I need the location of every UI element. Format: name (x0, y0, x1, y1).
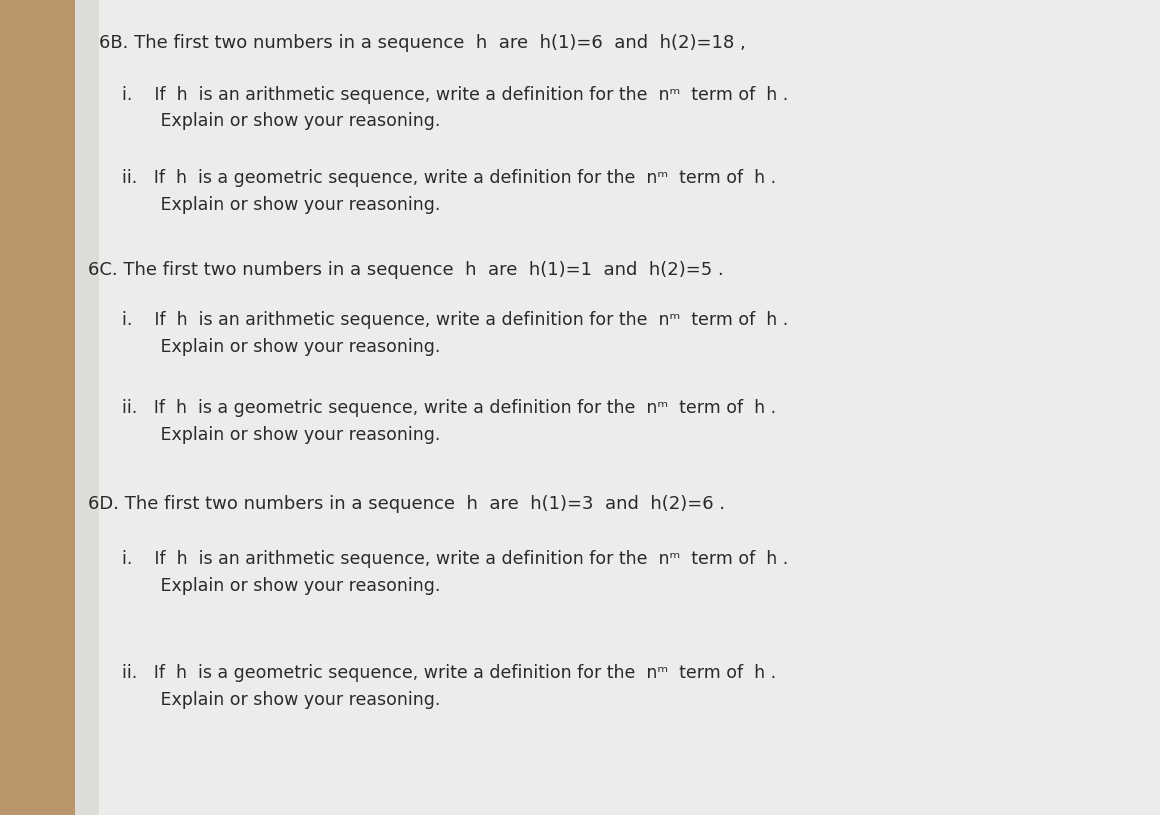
Text: Explain or show your reasoning.: Explain or show your reasoning. (122, 338, 440, 356)
Text: 6C. The first two numbers in a sequence  h  are  h(1)=1  and  h(2)=5 .: 6C. The first two numbers in a sequence … (88, 261, 724, 279)
Text: 6B. The first two numbers in a sequence  h  are  h(1)=6  and  h(2)=18 ,: 6B. The first two numbers in a sequence … (99, 34, 746, 52)
Text: Explain or show your reasoning.: Explain or show your reasoning. (122, 196, 440, 214)
Text: Explain or show your reasoning.: Explain or show your reasoning. (122, 112, 440, 130)
Text: i.    If  h  is an arithmetic sequence, write a definition for the  nᵐ  term of : i. If h is an arithmetic sequence, write… (122, 311, 788, 329)
FancyBboxPatch shape (75, 0, 99, 815)
Text: i.    If  h  is an arithmetic sequence, write a definition for the  nᵐ  term of : i. If h is an arithmetic sequence, write… (122, 550, 788, 568)
FancyBboxPatch shape (75, 0, 1160, 815)
Text: Explain or show your reasoning.: Explain or show your reasoning. (122, 691, 440, 709)
Text: ii.   If  h  is a geometric sequence, write a definition for the  nᵐ  term of  h: ii. If h is a geometric sequence, write … (122, 399, 776, 417)
Text: ii.   If  h  is a geometric sequence, write a definition for the  nᵐ  term of  h: ii. If h is a geometric sequence, write … (122, 169, 776, 187)
Text: Explain or show your reasoning.: Explain or show your reasoning. (122, 426, 440, 444)
Text: i.    If  h  is an arithmetic sequence, write a definition for the  nᵐ  term of : i. If h is an arithmetic sequence, write… (122, 86, 788, 104)
Text: Explain or show your reasoning.: Explain or show your reasoning. (122, 577, 440, 595)
Text: ii.   If  h  is a geometric sequence, write a definition for the  nᵐ  term of  h: ii. If h is a geometric sequence, write … (122, 664, 776, 682)
Text: 6D. The first two numbers in a sequence  h  are  h(1)=3  and  h(2)=6 .: 6D. The first two numbers in a sequence … (88, 495, 725, 513)
